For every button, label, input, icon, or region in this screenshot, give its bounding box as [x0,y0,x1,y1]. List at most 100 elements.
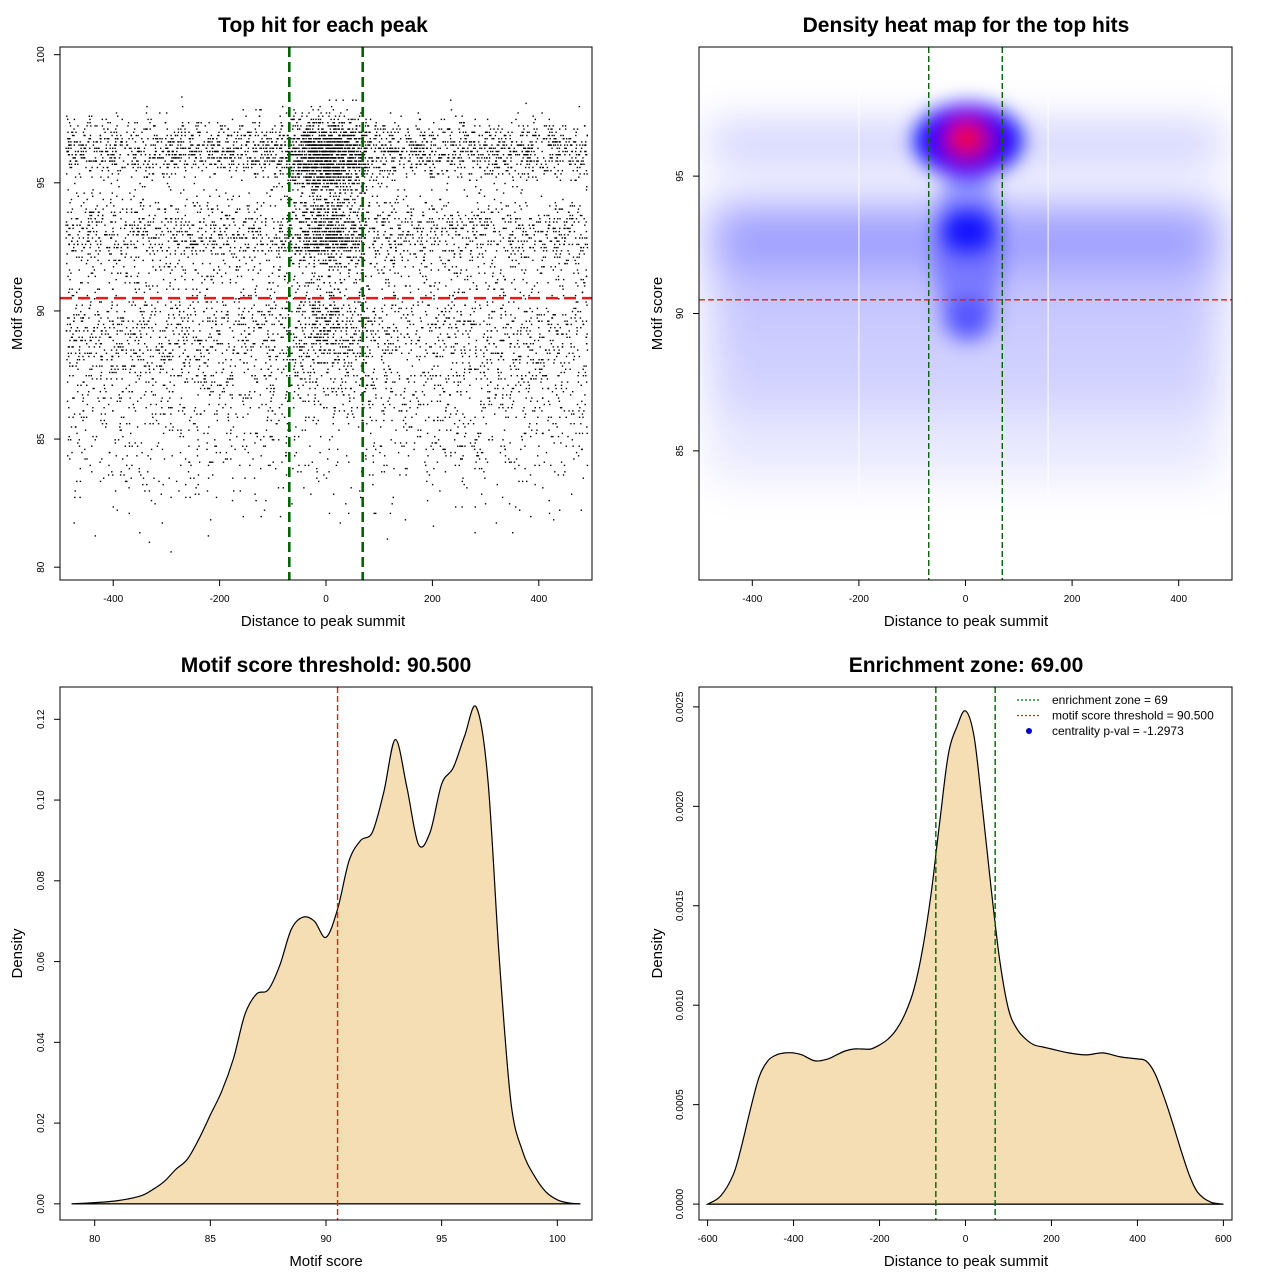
data-point [145,333,148,335]
data-point [191,234,193,236]
data-point [172,288,175,290]
data-point [370,262,372,265]
data-point [367,320,369,322]
data-point [482,256,484,258]
data-point [556,330,558,332]
data-point [527,355,529,358]
data-point [362,330,364,332]
data-point [277,163,279,165]
data-point [217,144,219,146]
data-point [219,246,221,249]
data-point [203,243,205,246]
data-point [158,480,160,483]
data-point [404,416,407,418]
data-point [519,509,521,511]
data-point [329,314,332,316]
data-point [388,285,390,287]
data-point [286,423,289,425]
data-point [528,224,530,226]
data-point [526,234,529,236]
data-point [142,477,145,479]
data-point [352,343,354,345]
data-point [547,227,549,230]
data-point [196,122,198,124]
data-point [134,352,137,354]
data-point [106,205,108,207]
data-point [545,250,548,252]
data-point [403,147,405,149]
data-point [484,227,486,230]
data-point [201,275,203,278]
data-point [585,381,588,383]
data-point [528,131,530,133]
data-point [108,464,110,467]
data-point [275,144,278,146]
data-point [338,429,340,431]
data-point [226,432,228,435]
data-point [526,163,528,165]
data-point [249,407,251,409]
data-point [174,343,176,345]
data-point [325,218,327,220]
data-point [255,237,258,239]
data-point [358,291,360,294]
data-point [437,419,439,422]
data-point [129,336,131,338]
data-point [578,416,581,418]
data-point [520,448,522,451]
data-point [573,307,575,310]
data-point [236,416,239,418]
data-point [556,250,558,252]
data-point [502,439,504,441]
data-point [134,189,136,191]
data-point [378,237,380,239]
data-point [536,221,538,223]
data-point [312,381,314,383]
data-point [72,237,74,239]
data-point [347,423,350,425]
data-point [404,467,407,470]
data-point [424,138,426,140]
data-point [353,375,355,377]
data-point [309,387,311,390]
data-point [332,423,334,425]
data-point [502,359,505,361]
data-point [426,480,428,483]
data-point [502,141,504,143]
data-point [580,246,582,249]
data-point [538,314,540,316]
data-point [139,355,141,358]
data-point [82,400,84,402]
data-point [351,407,353,409]
data-point [400,307,402,310]
data-point [248,192,250,194]
data-point [385,237,387,239]
data-point [206,442,208,444]
data-point [453,141,456,143]
data-point [579,205,581,207]
data-point [69,160,72,162]
data-point [216,343,218,345]
data-point [115,371,117,374]
data-point [369,407,371,409]
data-point [463,189,466,191]
data-point [404,519,407,521]
data-point [214,240,216,242]
data-point [152,416,154,418]
data-point [163,266,166,268]
data-point [562,294,565,297]
data-point [521,480,524,483]
data-point [528,163,531,165]
data-point [164,336,167,338]
data-point [311,186,313,188]
data-point [201,144,204,146]
data-point [78,256,80,258]
data-point [248,246,250,249]
data-point [231,378,234,380]
data-point [455,413,457,415]
data-point [254,493,256,495]
data-point [375,179,377,181]
data-point [114,214,117,217]
data-point [446,189,448,191]
